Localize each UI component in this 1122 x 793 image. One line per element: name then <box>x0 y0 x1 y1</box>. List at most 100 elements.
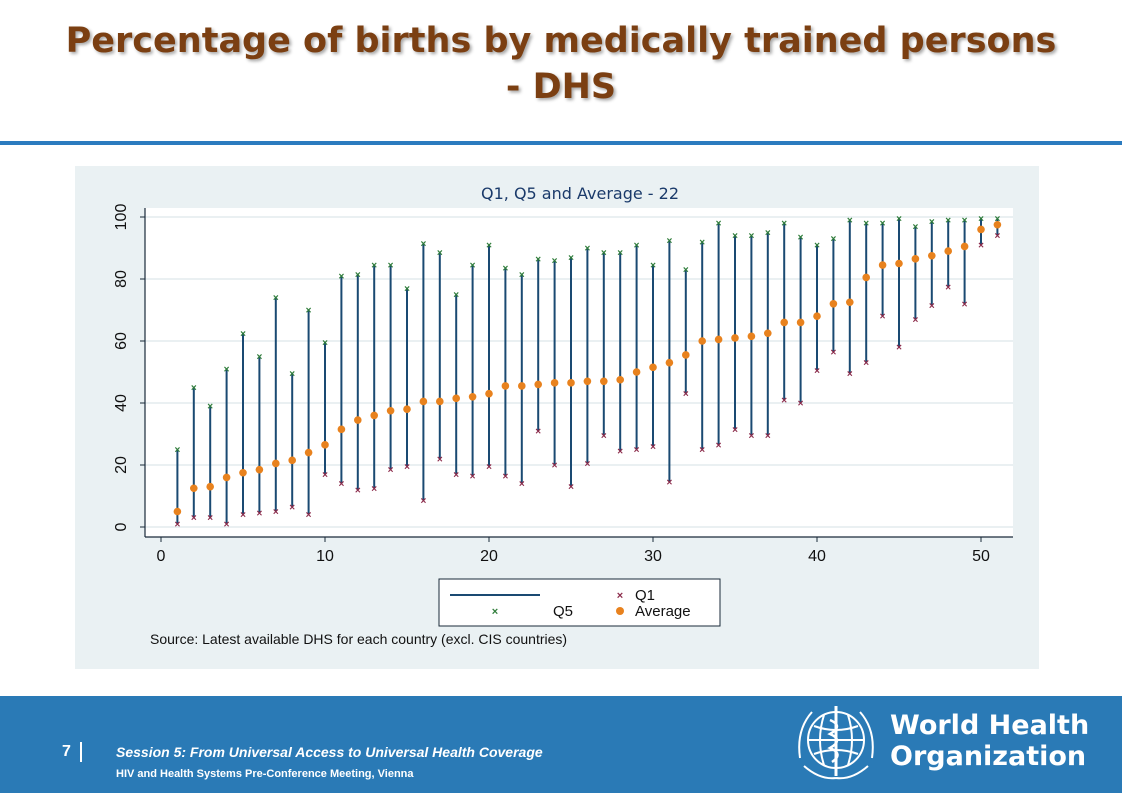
q1-point: × <box>256 509 262 520</box>
legend-swatch-q1: × <box>617 590 623 602</box>
average-point <box>485 389 493 398</box>
average-point <box>304 448 313 457</box>
q5-point: × <box>453 290 459 301</box>
average-point <box>878 261 887 269</box>
average-point <box>173 507 182 516</box>
q5-point: × <box>748 231 754 242</box>
q5-point: × <box>486 240 492 251</box>
q5-point: × <box>880 219 886 230</box>
average-point <box>731 334 739 342</box>
q5-point: × <box>535 254 541 265</box>
average-point <box>813 312 821 320</box>
chart: Q1, Q5 and Average - 22 0 20 40 60 80 100 0 10 2… <box>113 184 1013 647</box>
legend-box <box>438 578 721 627</box>
q1-point: × <box>880 312 886 323</box>
q1-point: × <box>912 315 918 326</box>
page-number-separator <box>80 742 82 762</box>
grid-lines <box>145 216 1013 528</box>
q1-point: × <box>748 431 754 442</box>
average-point <box>600 377 608 386</box>
who-org-name: World Health Organization <box>890 710 1089 772</box>
q1-point: × <box>830 347 836 358</box>
average-point <box>714 335 723 344</box>
q1-point: × <box>355 485 361 496</box>
q5-point: × <box>962 216 968 227</box>
axis-ticks: 0 20 40 60 80 100 0 10 20 30 40 50 <box>113 204 990 565</box>
average-point <box>616 375 624 384</box>
q5-point: × <box>338 271 344 282</box>
average-point <box>698 337 706 345</box>
q1-point: × <box>765 431 771 442</box>
x-tick-label: 40 <box>808 548 826 565</box>
average-point <box>222 473 231 482</box>
q5-point: × <box>666 236 672 247</box>
q1-point: × <box>929 301 935 312</box>
average-point <box>911 255 920 263</box>
q1-point: × <box>306 510 312 521</box>
q1-point: × <box>552 461 558 472</box>
q5-point: × <box>798 233 804 244</box>
q1-point: × <box>568 482 574 493</box>
slide-title: Percentage of births by medically traine… <box>0 18 1122 110</box>
q1-point: × <box>388 465 394 476</box>
q5-point: × <box>732 231 738 242</box>
q5-point: × <box>617 248 623 259</box>
slide-title-line-1: Percentage of births by medically traine… <box>65 21 1057 61</box>
average-point <box>796 318 805 327</box>
y-tick-label: 0 <box>113 522 130 531</box>
q5-point: × <box>847 216 853 227</box>
average-point <box>550 379 559 387</box>
q5-point: × <box>552 256 558 267</box>
q5-point: × <box>978 214 984 225</box>
slide-title-line-2: - DHS <box>505 67 617 107</box>
q5-point: × <box>650 261 656 272</box>
average-point <box>567 379 575 387</box>
average-point <box>436 397 444 406</box>
q5-point: × <box>273 293 279 304</box>
q1-point: × <box>502 471 508 482</box>
x-tick-label: 50 <box>972 548 990 565</box>
q1-point: × <box>437 454 443 465</box>
q5-point: × <box>289 369 295 380</box>
q1-point: × <box>240 510 246 521</box>
q1-point: × <box>716 440 722 451</box>
who-emblem-icon <box>798 706 874 780</box>
chart-markers: × × × × × × × × × × × × × × × × × × × × × × × × × × × × × × × × × × × × × × × ×… <box>173 214 1002 530</box>
average-point <box>272 459 280 468</box>
q5-point: × <box>863 219 869 230</box>
chart-legend: × Q1 × Q5 Average <box>438 578 721 627</box>
title-divider <box>0 141 1122 145</box>
q5-point: × <box>781 219 787 230</box>
who-org-name-line-1: World Health <box>890 710 1090 741</box>
legend-label-average: Average <box>635 603 691 620</box>
q5-point: × <box>830 234 836 245</box>
q1-point: × <box>863 358 869 369</box>
q5-point: × <box>519 270 525 281</box>
average-point <box>993 220 1002 229</box>
q1-point: × <box>847 369 853 380</box>
q1-point: × <box>453 470 459 481</box>
q1-point: × <box>634 445 640 456</box>
average-point <box>190 484 198 493</box>
q1-point: × <box>683 389 689 400</box>
average-point <box>501 382 510 390</box>
q1-point: × <box>650 442 656 453</box>
q5-point: × <box>256 352 262 363</box>
q5-point: × <box>224 364 230 375</box>
q5-point: × <box>388 261 394 272</box>
average-point <box>386 406 395 415</box>
q5-point: × <box>355 270 361 281</box>
x-tick-label: 10 <box>316 548 334 565</box>
average-point <box>239 468 247 477</box>
q1-point: × <box>601 431 607 442</box>
q5-point: × <box>174 445 180 456</box>
q1-point: × <box>519 479 525 490</box>
q1-point: × <box>978 240 984 251</box>
q1-point: × <box>486 462 492 473</box>
average-point <box>928 251 936 260</box>
average-point <box>895 259 903 268</box>
average-point <box>960 242 969 251</box>
q1-point: × <box>798 399 804 410</box>
average-point <box>419 397 428 406</box>
x-tick-label: 30 <box>644 548 662 565</box>
